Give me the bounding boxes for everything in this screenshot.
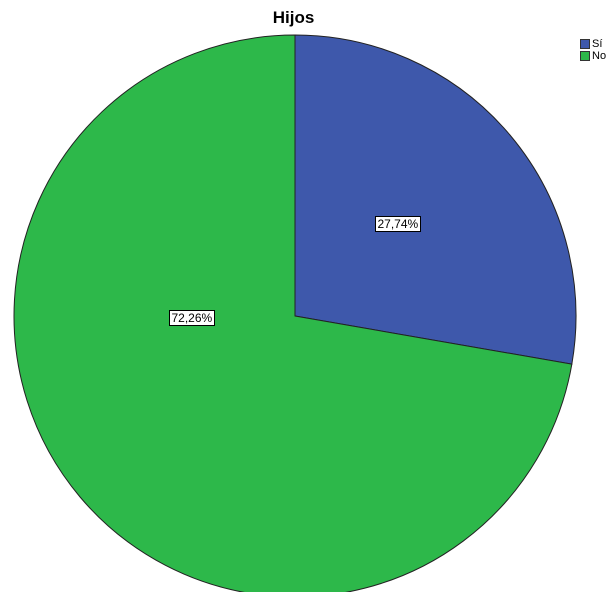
pie-slice-no xyxy=(13,34,573,592)
legend-swatch-no xyxy=(580,51,590,61)
chart-title-text: Hijos xyxy=(272,8,315,27)
data-label-s-: 27,74% xyxy=(374,216,422,232)
legend-swatch-si xyxy=(580,39,590,49)
chart-title: Hijos xyxy=(0,8,611,28)
data-label-no: 72,26% xyxy=(168,310,216,326)
chart-legend: Sí No xyxy=(580,38,606,62)
legend-label-no: No xyxy=(592,49,607,62)
pie-slice-s- xyxy=(294,34,577,365)
legend-item-si: Sí xyxy=(580,38,606,50)
legend-item-no: No xyxy=(580,50,606,62)
legend-label-si: Sí xyxy=(592,37,603,50)
